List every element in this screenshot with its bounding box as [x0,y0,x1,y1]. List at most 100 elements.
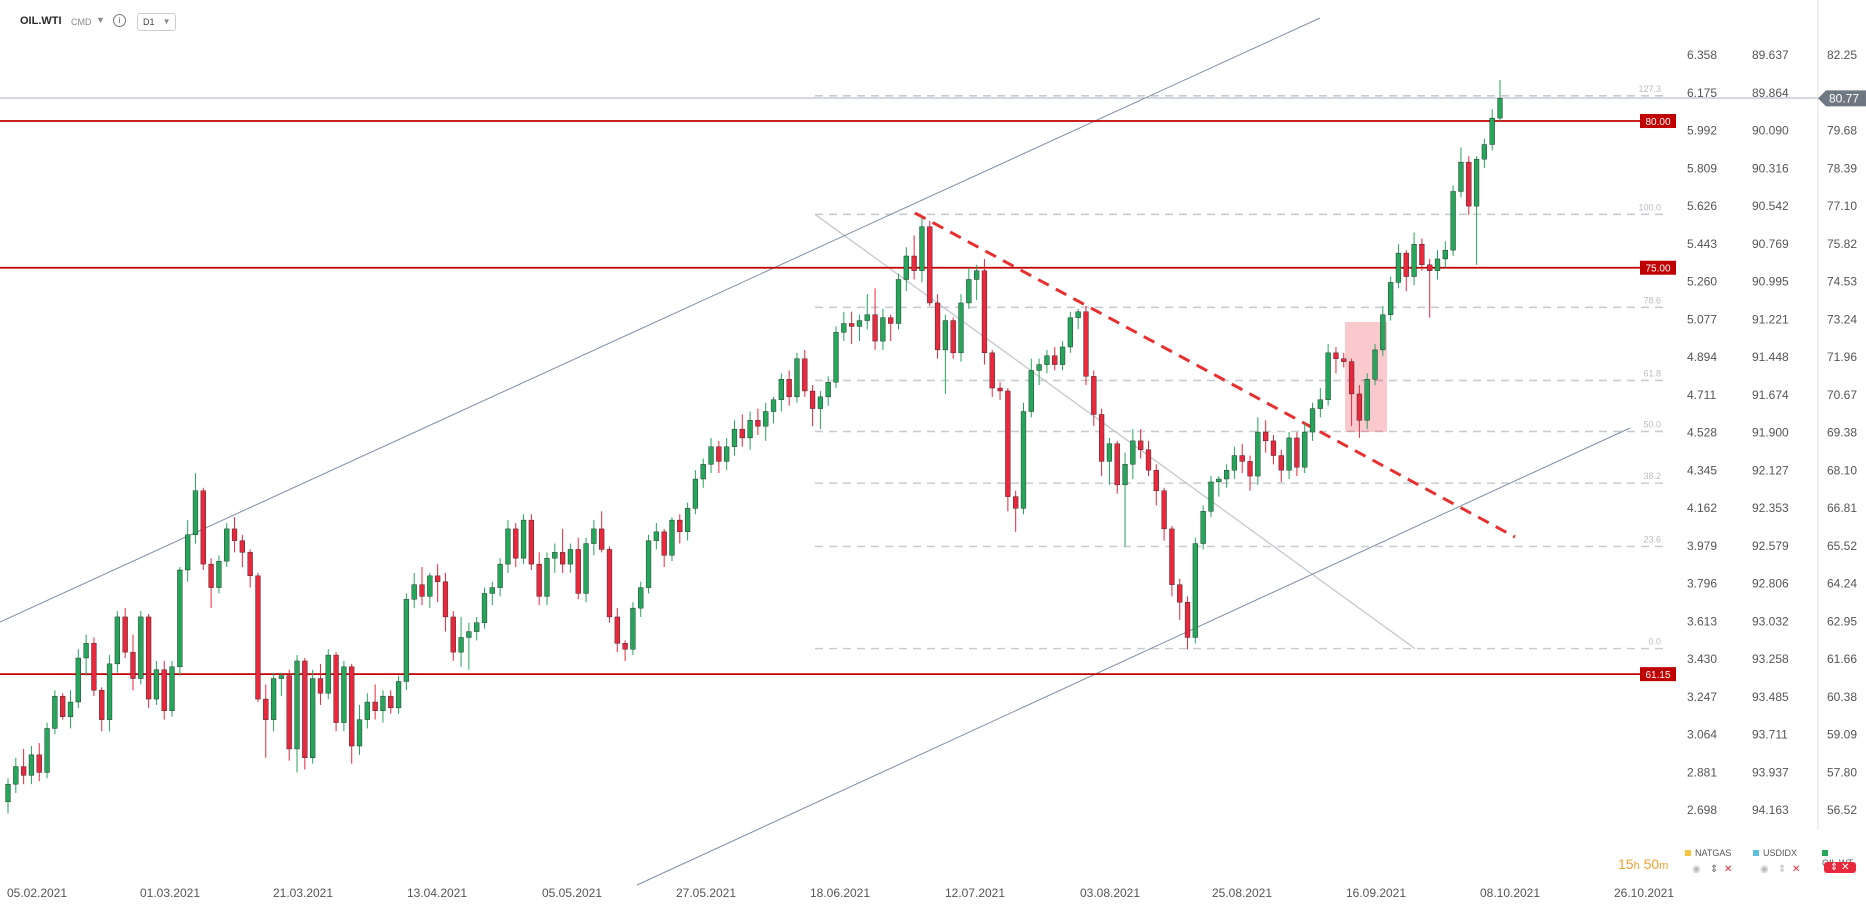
channel-lower-line [636,427,1631,886]
candle-body [1075,311,1081,318]
candle-body [1309,408,1316,433]
axis2-tick-label: 3.247 [1687,690,1717,704]
candle-body [1364,379,1370,421]
candle-body [919,226,925,271]
time-tick-label: 25.08.2021 [1212,886,1272,900]
candle-body [1145,449,1152,471]
price-tick-label: 74.53 [1827,275,1857,289]
axis2-tick-label: 4.345 [1687,463,1717,477]
pane-natgas[interactable]: NATGAS [1685,848,1731,858]
candle-body [794,358,800,398]
candle-body [36,754,42,773]
axis2-tick-label: 5.992 [1687,124,1717,138]
axis3-tick-label: 93.032 [1752,614,1789,628]
chevron-down-icon[interactable]: ▼ [96,15,105,25]
axis2-tick-label: 6.358 [1687,48,1717,62]
candle-body [825,381,831,398]
symbol-label[interactable]: OIL.WTI [20,15,62,27]
candle-body [1200,511,1206,544]
info-icon[interactable]: i [113,14,126,27]
axis2-tick-label: 3.979 [1687,539,1717,553]
candle-body [1278,455,1284,471]
candle-body [435,575,441,582]
candle-body [536,563,542,597]
close-icon[interactable]: ✕ [1792,864,1801,875]
price-tick-label: 82.25 [1827,48,1857,62]
close-icon[interactable]: ✕ [1724,864,1733,875]
candle-body [1411,244,1417,277]
candle-body [458,637,464,653]
reorder-icon[interactable]: ⇕ [1710,864,1719,875]
pane-usdidx-label: USDIDX [1763,848,1798,858]
candle-body [1067,317,1073,348]
timer-minutes: 50 [1643,856,1660,872]
candle-body [1091,376,1097,415]
candle-body [1395,252,1402,283]
candle-body [786,379,792,398]
candle-body [1317,399,1323,409]
candle-body [755,420,761,427]
axis3-tick-label: 91.448 [1752,350,1789,364]
candle-body [294,660,300,750]
candle-body [763,411,769,427]
price-axes: 82.25 6.358 89.637 6.175 89.864 79.68 5.992 90.… [1687,0,1866,830]
candle-body [255,575,261,700]
axis2-tick-label: 2.881 [1687,765,1717,779]
axis2-tick-label: 3.796 [1687,577,1717,591]
candle-body [1184,602,1191,638]
time-tick-label: 12.07.2021 [945,886,1005,900]
price-tick-label: 68.10 [1827,463,1857,477]
candle-body [263,698,269,720]
price-tick-label: 64.24 [1827,577,1857,591]
axis2-tick-label: 4.528 [1687,426,1717,440]
time-tick-label: 16.09.2021 [1346,886,1406,900]
axis3-tick-label: 91.674 [1752,388,1789,402]
candle-body [1341,358,1347,362]
time-tick-label: 03.08.2021 [1080,886,1140,900]
fib-level-label: 0.0 [1648,637,1661,647]
timeframe-select[interactable]: D1 ▼ [137,13,176,31]
candle-body [677,519,683,533]
candle-body [528,519,534,565]
time-tick-label: 05.02.2021 [7,886,67,900]
candle-body [341,666,347,723]
candle-body [903,255,909,280]
candle-body [927,226,933,304]
price-tick-label: 69.38 [1827,426,1857,440]
reorder-icon[interactable]: ⇕ [1778,864,1787,875]
candle-body [700,464,706,480]
timeframe-value: D1 [143,17,155,27]
axis2-tick-label: 5.626 [1687,199,1717,213]
fib-level-label: 100.0 [1638,202,1661,212]
pane-color-dot [1753,850,1759,856]
axis3-tick-label: 90.542 [1752,199,1789,213]
axis3-tick-label: 94.163 [1752,803,1789,817]
axis3-tick-label: 93.937 [1752,765,1789,779]
candle-body [106,663,113,720]
channel-upper-line [0,17,1321,623]
axis2-tick-label: 4.162 [1687,501,1717,515]
candle-body [1458,161,1464,192]
candle-body [669,519,675,556]
fib-level-label: 61.8 [1643,368,1661,378]
axis3-tick-label: 93.258 [1752,652,1789,666]
candle-body [559,552,566,565]
candle-body [1083,311,1089,377]
axis3-tick-label: 93.711 [1752,728,1788,742]
pane-usdidx[interactable]: USDIDX [1753,848,1797,858]
candle-body [513,528,519,559]
candle-body [716,446,722,462]
axis2-tick-label: 3.430 [1687,652,1717,666]
candle-body [1177,584,1183,603]
candle-body [731,428,738,447]
eye-icon[interactable]: ◉ [1760,864,1769,875]
candle-body [208,563,214,588]
eye-icon[interactable]: ◉ [1692,864,1701,875]
pane-natgas-label: NATGAS [1695,848,1732,858]
candle-body [138,616,144,679]
candle-body [60,695,66,717]
axis2-tick-label: 3.064 [1687,728,1717,742]
time-tick-label: 01.03.2021 [140,886,200,900]
active-pane-controls[interactable]: ⇕ ✕ [1824,862,1856,873]
